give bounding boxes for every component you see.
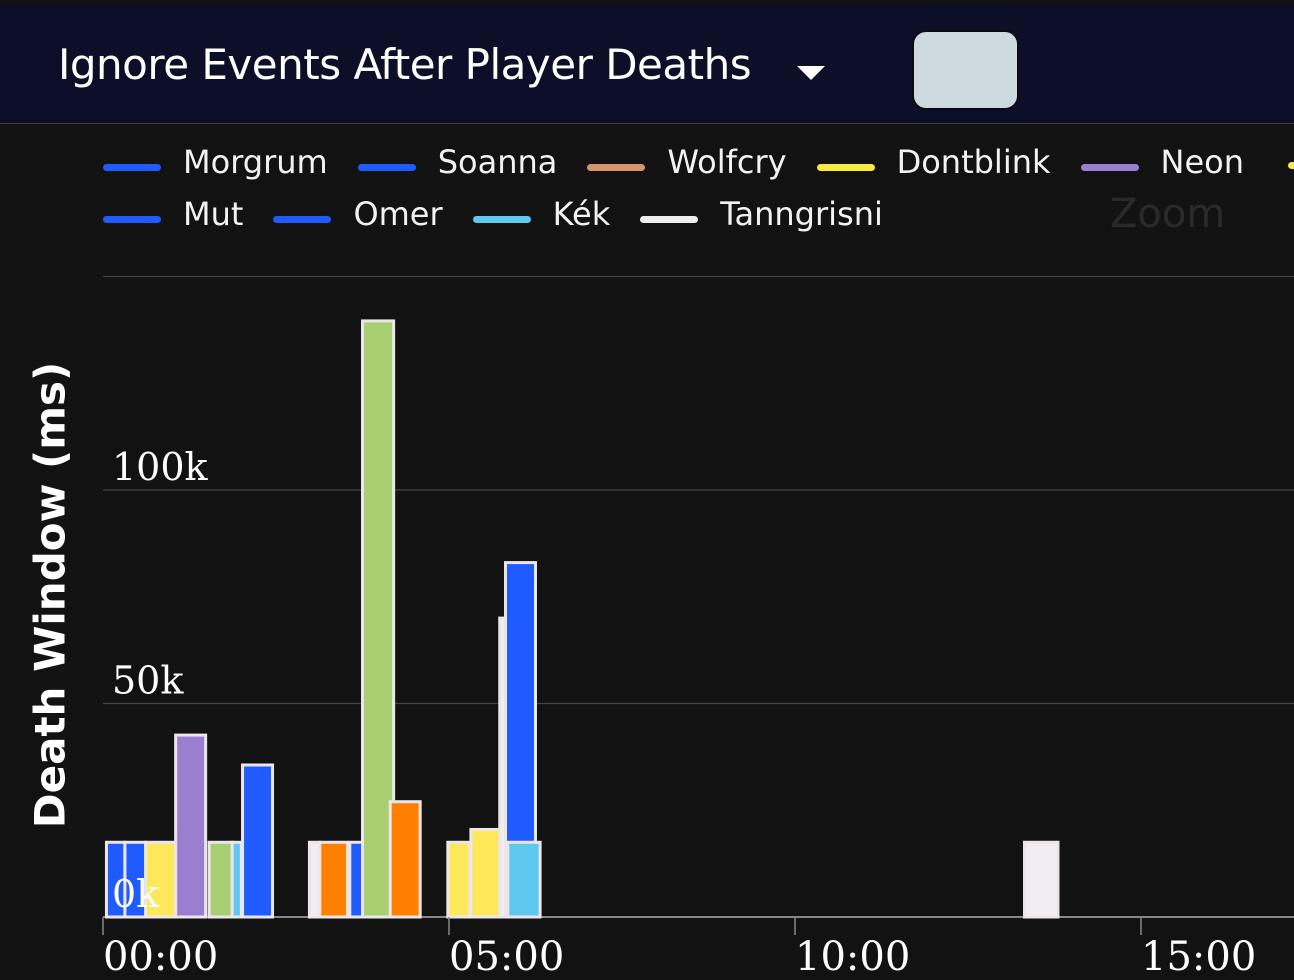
- legend-label: Wolfcry: [667, 143, 787, 181]
- legend-item-kék[interactable]: Kék: [472, 192, 611, 236]
- legend-item-dontblink[interactable]: Dontblink: [816, 140, 1051, 184]
- legend-label: Dontblink: [896, 143, 1051, 181]
- legend-swatch: [587, 163, 646, 171]
- y-tick-label: 0k: [112, 872, 160, 916]
- bar: [1023, 840, 1060, 919]
- legend-swatch: [472, 215, 531, 223]
- bar: [174, 733, 208, 919]
- legend-label: Kék: [552, 195, 611, 233]
- legend-item-tanngrisni[interactable]: Tanngrisni: [640, 192, 883, 236]
- legend-swatch: [357, 163, 416, 171]
- action-button[interactable]: [912, 30, 1019, 110]
- legend-swatch: [103, 163, 161, 171]
- bar: [230, 840, 243, 919]
- bar: [144, 840, 178, 919]
- zoom-label: Zoom: [1110, 191, 1226, 237]
- bar: [241, 763, 275, 919]
- bar: [446, 840, 472, 919]
- bar: [207, 840, 234, 919]
- header-bar: Ignore Events After Player Deaths: [0, 4, 1294, 124]
- caret-down-icon[interactable]: [797, 66, 825, 80]
- bar: [307, 840, 322, 919]
- legend-swatch: [103, 215, 161, 223]
- legend-swatch: [816, 163, 875, 171]
- y-tick-label: 50k: [112, 659, 184, 703]
- legend-item-morgrum[interactable]: Morgrum: [103, 140, 328, 184]
- x-tick-label: 10:00: [795, 934, 910, 980]
- legend-swatch: [273, 215, 332, 223]
- legend-label: Tanngrisni: [720, 195, 883, 233]
- legend-label: Morgrum: [183, 143, 328, 181]
- x-tick-label: 15:00: [1141, 934, 1256, 980]
- legend-item-mut[interactable]: Mut: [103, 192, 243, 236]
- bar: [361, 319, 396, 919]
- bar: [469, 827, 504, 919]
- event-filter-dropdown[interactable]: Ignore Events After Player Deaths: [58, 40, 752, 89]
- legend-swatch: [1080, 163, 1139, 171]
- legend-label: Omer: [353, 195, 443, 233]
- legend-item-wolfcry[interactable]: Wolfcry: [587, 140, 787, 184]
- chart-legend: Morgrum Soanna Wolfcry Dontblink Neon Mut Omer…: [103, 140, 1283, 236]
- x-tick-label: 00:00: [103, 934, 218, 980]
- legend-item-omer[interactable]: Omer: [273, 192, 443, 236]
- legend-swatch-partial: [1288, 162, 1294, 169]
- legend-label: Soanna: [437, 143, 558, 181]
- y-axis-label: Death Window (ms): [25, 361, 75, 829]
- legend-swatch: [640, 215, 699, 223]
- x-tick-label: 05:00: [449, 934, 564, 980]
- bar: [506, 840, 542, 919]
- legend-label: Mut: [183, 195, 244, 233]
- legend-item-soanna[interactable]: Soanna: [357, 140, 558, 184]
- bar: [318, 840, 350, 919]
- legend-label: Neon: [1160, 143, 1244, 181]
- y-tick-label: 100k: [112, 445, 209, 489]
- bar: [388, 800, 422, 919]
- legend-item-neon[interactable]: Neon: [1080, 140, 1244, 184]
- bar: [348, 840, 364, 919]
